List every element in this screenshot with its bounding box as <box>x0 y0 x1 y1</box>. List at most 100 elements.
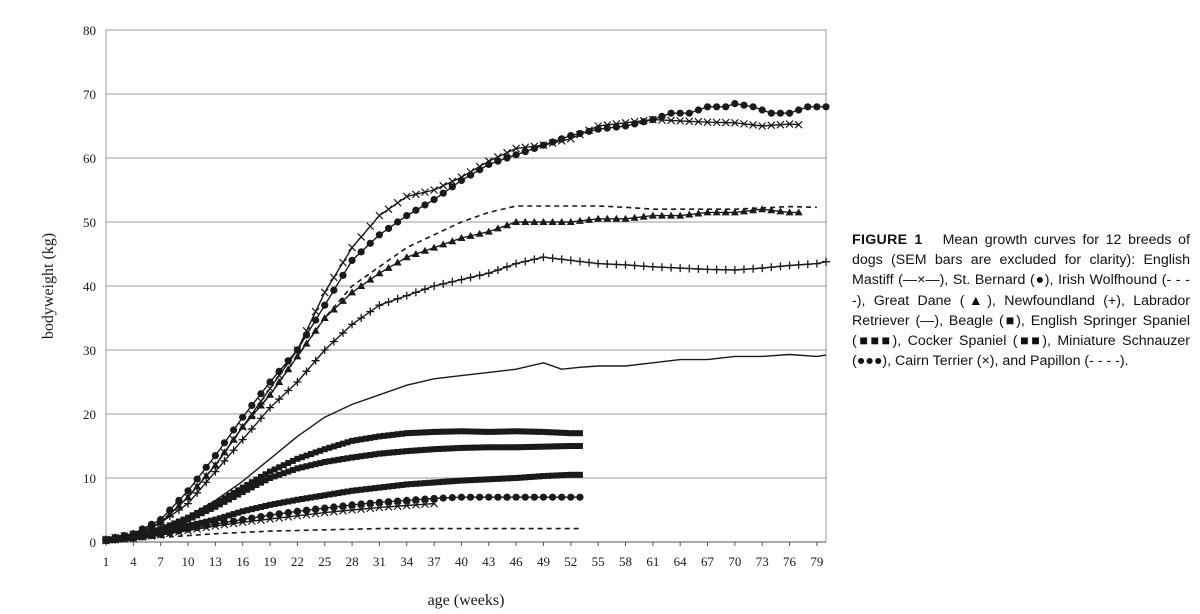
data-point-square <box>504 428 511 435</box>
data-point-square <box>303 452 310 459</box>
data-point-square <box>212 516 219 523</box>
data-point-circle <box>576 129 584 138</box>
data-point-plus <box>739 265 748 274</box>
data-point-square <box>353 453 360 460</box>
data-point-square <box>417 447 424 454</box>
data-point-square <box>235 509 242 516</box>
data-point-square <box>262 477 269 484</box>
data-point-circle <box>494 157 502 165</box>
data-point-circle <box>539 493 548 501</box>
x-tick-label: 58 <box>619 554 632 569</box>
data-point-plus <box>603 260 612 269</box>
data-point-x <box>102 536 110 545</box>
data-point-square <box>344 455 351 462</box>
series-line <box>105 205 817 541</box>
data-point-triangle <box>785 208 794 216</box>
data-point-square <box>267 468 274 475</box>
data-point-square <box>175 520 182 527</box>
data-point-circle <box>430 196 438 204</box>
data-point-square <box>440 445 447 452</box>
data-point-x <box>384 205 393 214</box>
data-point-triangle <box>302 339 311 347</box>
data-point-square <box>262 502 269 509</box>
data-point-circle <box>567 493 575 501</box>
data-point-plus <box>648 262 657 271</box>
data-point-square <box>180 524 187 531</box>
data-point-square <box>531 473 538 480</box>
data-point-square <box>248 479 255 486</box>
data-point-x <box>685 117 694 126</box>
data-point-triangle <box>557 218 566 225</box>
data-point-square <box>526 443 533 450</box>
data-point-plus <box>466 273 475 282</box>
data-point-square <box>513 444 520 451</box>
data-point-plus <box>284 386 293 395</box>
data-point-square <box>298 454 305 461</box>
data-point-square <box>248 484 255 491</box>
data-point-x <box>257 516 265 524</box>
data-point-square <box>308 462 315 469</box>
data-point-plus <box>712 265 721 274</box>
data-point-square <box>476 476 483 483</box>
data-point-square <box>248 506 255 513</box>
data-point-square <box>262 471 269 478</box>
data-point-x <box>366 504 375 513</box>
data-point-triangle <box>648 211 657 219</box>
data-point-square <box>198 510 205 517</box>
data-point-square <box>504 475 511 482</box>
data-point-square <box>339 456 346 463</box>
data-point-square <box>549 443 556 450</box>
data-point-square <box>412 480 419 487</box>
data-point-square <box>558 429 565 436</box>
data-point-square <box>394 482 401 489</box>
y-tick-labels: 0 10 20 30 40 50 60 70 80 <box>83 23 96 550</box>
data-point-circle <box>375 231 384 239</box>
plot-background <box>0 0 830 614</box>
data-point-square <box>308 451 315 457</box>
x-tick-label: 73 <box>756 554 769 569</box>
data-point-x <box>193 525 202 533</box>
data-point-triangle <box>202 471 211 479</box>
data-point-square <box>399 430 406 437</box>
data-point-square <box>166 523 173 530</box>
data-point-circle <box>785 109 794 117</box>
data-point-circle <box>439 494 447 502</box>
data-point-square <box>226 496 233 503</box>
data-point-triangle <box>539 218 548 225</box>
data-point-circle <box>394 497 402 505</box>
data-point-plus <box>475 271 484 280</box>
data-point-circle <box>813 103 821 111</box>
data-point-square <box>421 429 428 436</box>
data-point-circle <box>822 103 830 111</box>
data-point-circle <box>476 493 484 501</box>
data-point-square <box>508 475 515 482</box>
data-point-circle <box>293 346 301 354</box>
data-point-square <box>298 464 305 471</box>
data-point-plus <box>202 478 211 487</box>
data-point-triangle <box>794 208 803 216</box>
data-point-circle <box>448 183 456 191</box>
x-tick-labels: 1 4 7 10 13 16 19 22 25 28 31 34 37 40 43 46 49 52 55 58 61 6… <box>103 554 824 569</box>
data-point-square <box>426 446 433 453</box>
data-point-plus <box>275 395 284 404</box>
data-point-square <box>235 487 242 494</box>
data-point-plus <box>694 264 703 273</box>
data-point-circle <box>667 109 675 117</box>
data-point-circle <box>804 103 812 111</box>
data-point-circle <box>266 511 274 519</box>
data-point-triangle <box>375 269 384 277</box>
data-point-plus <box>758 264 767 273</box>
data-point-triangle <box>767 206 776 214</box>
data-point-x <box>712 118 721 127</box>
data-point-square <box>230 489 237 496</box>
data-point-triangle <box>266 390 275 398</box>
data-point-triangle <box>220 448 229 456</box>
data-point-square <box>385 483 392 490</box>
data-point-plus <box>776 262 785 271</box>
data-point-plus <box>822 257 830 266</box>
data-point-square <box>567 430 574 437</box>
data-point-circle <box>248 401 256 410</box>
data-point-square <box>403 430 410 437</box>
data-point-square <box>371 451 378 458</box>
data-point-square <box>276 500 283 507</box>
